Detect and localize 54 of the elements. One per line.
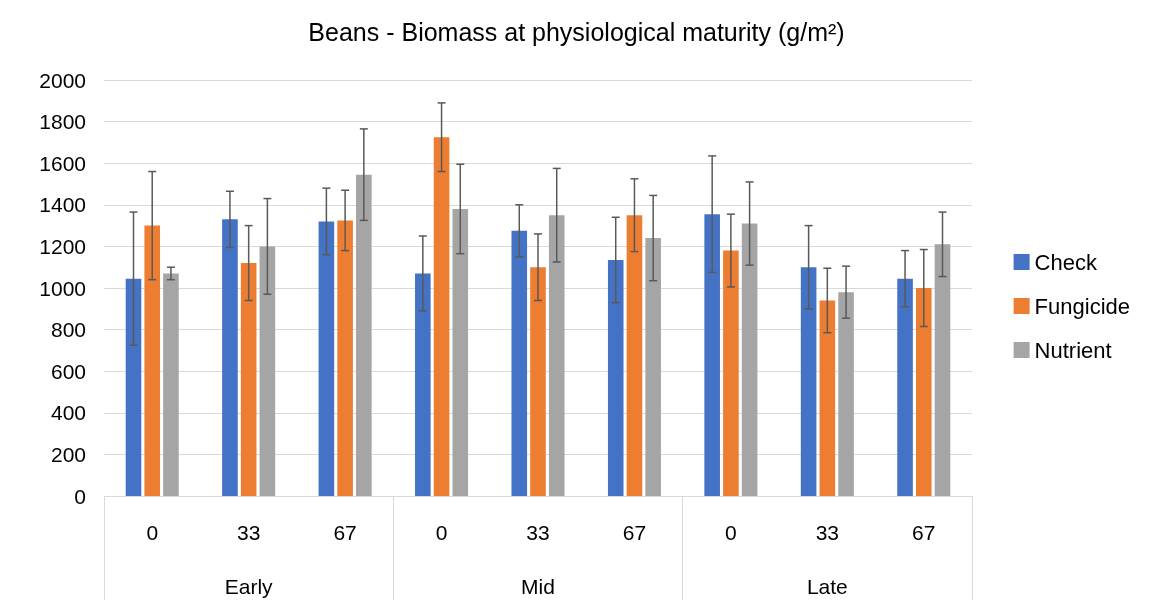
bar [452, 208, 469, 496]
bar [318, 221, 335, 496]
bar [626, 215, 643, 496]
bar [800, 267, 817, 496]
x-tick-label: 33 [815, 521, 840, 544]
bar [838, 292, 854, 496]
y-tick-label: 1000 [39, 276, 86, 300]
y-tick-label: 0 [74, 484, 86, 508]
x-tick-label: 33 [236, 521, 261, 544]
legend-label: Fungicide [1034, 293, 1130, 319]
bar [222, 219, 238, 496]
text: Late [806, 575, 848, 598]
y-tick-label: 1400 [39, 193, 86, 217]
bar [548, 215, 565, 496]
x-tick-label: 33 [526, 521, 550, 544]
bar [163, 273, 179, 496]
bar [337, 220, 353, 496]
bar [259, 246, 276, 496]
x-tick-label: 67 [912, 521, 936, 544]
chart-title: Beans - Biomass at physiological maturity (g/m²) [308, 17, 845, 46]
bar [356, 174, 372, 496]
bar [741, 223, 758, 496]
bar [915, 288, 932, 496]
text: Mid [521, 575, 555, 598]
y-tick-label: 1800 [39, 110, 86, 134]
y-tick-label: 800 [50, 318, 86, 342]
bar [415, 273, 431, 496]
bar [125, 278, 142, 496]
bar [433, 137, 450, 496]
bar [723, 250, 739, 496]
bar [897, 278, 913, 496]
bar [645, 238, 661, 496]
y-tick-label: 2000 [39, 68, 86, 92]
bar [819, 300, 836, 496]
x-tick-label: 0 [725, 521, 737, 544]
legend-label: Check [1034, 249, 1098, 275]
bar [530, 267, 546, 496]
y-tick-label: 400 [50, 401, 86, 425]
y-tick-label: 1600 [39, 151, 86, 175]
y-tick-label: 1200 [39, 234, 86, 258]
bar [934, 244, 951, 496]
y-tick-label: 200 [50, 442, 86, 466]
bar [240, 263, 257, 496]
bar [607, 259, 624, 496]
y-tick-label: 600 [50, 359, 86, 383]
bar [144, 225, 161, 496]
bar [704, 214, 720, 496]
legend-label: Nutrient [1034, 337, 1112, 363]
text: Early [224, 575, 274, 598]
x-tick-label: 67 [333, 521, 357, 544]
bar [511, 230, 528, 496]
x-tick-label: 0 [146, 521, 159, 544]
x-tick-label: 0 [435, 521, 448, 544]
x-tick-label: 67 [622, 521, 647, 544]
